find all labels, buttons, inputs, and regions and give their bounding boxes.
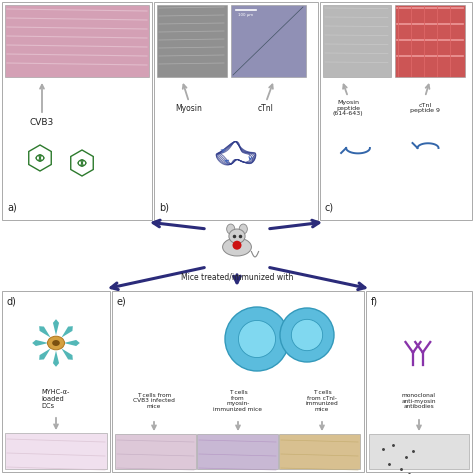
Polygon shape [29, 145, 51, 171]
Text: T cells
from cTnI-
immunized
mice: T cells from cTnI- immunized mice [306, 390, 338, 412]
Bar [2, 291, 110, 472]
Polygon shape [39, 348, 51, 360]
Text: Myosin
peptide
(614-643): Myosin peptide (614-643) [333, 100, 363, 116]
Bar [157, 5, 227, 77]
Bar [5, 5, 149, 77]
Text: c): c) [325, 202, 334, 212]
Ellipse shape [229, 229, 245, 244]
Bar [320, 2, 472, 220]
Bar [366, 291, 472, 472]
Circle shape [238, 320, 275, 357]
Ellipse shape [223, 238, 251, 256]
Circle shape [225, 307, 289, 371]
Polygon shape [71, 150, 93, 176]
Text: a): a) [7, 202, 17, 212]
Text: T cells
from
myosin-
immunized mice: T cells from myosin- immunized mice [213, 390, 263, 412]
Text: f): f) [371, 297, 378, 307]
Text: b): b) [159, 202, 169, 212]
Bar [5, 433, 107, 469]
Bar [115, 434, 196, 469]
Bar [395, 5, 465, 77]
Circle shape [280, 308, 334, 362]
Ellipse shape [52, 340, 60, 346]
Bar [231, 5, 306, 77]
Bar [112, 291, 364, 472]
Polygon shape [62, 348, 73, 360]
Ellipse shape [227, 224, 235, 234]
Circle shape [292, 319, 323, 351]
Bar [2, 2, 152, 220]
Text: cTnI
peptide 9: cTnI peptide 9 [410, 102, 440, 113]
Polygon shape [39, 326, 51, 337]
Text: MYHC-α-
loaded
DCs: MYHC-α- loaded DCs [42, 389, 70, 409]
Text: cTnI: cTnI [258, 103, 274, 112]
Ellipse shape [239, 224, 247, 234]
Text: d): d) [7, 297, 17, 307]
Text: CVB3: CVB3 [30, 118, 54, 127]
Text: 100 µm: 100 µm [238, 13, 254, 17]
Bar [154, 2, 318, 220]
Bar [279, 434, 360, 469]
Bar [369, 434, 469, 469]
Ellipse shape [47, 336, 64, 350]
Bar [323, 5, 391, 77]
Text: T cells from
CVB3 infected
mice: T cells from CVB3 infected mice [133, 392, 175, 410]
Text: Mice treated/immunized with: Mice treated/immunized with [181, 273, 293, 282]
Text: e): e) [117, 297, 127, 307]
Polygon shape [53, 351, 59, 367]
Polygon shape [32, 340, 48, 346]
Text: monoclonal
anti-myosin
antibodies: monoclonal anti-myosin antibodies [402, 392, 436, 410]
Bar [197, 434, 278, 469]
Text: Myosin: Myosin [175, 103, 202, 112]
Circle shape [233, 241, 241, 250]
Polygon shape [64, 340, 80, 346]
Polygon shape [62, 326, 73, 337]
Polygon shape [53, 319, 59, 335]
